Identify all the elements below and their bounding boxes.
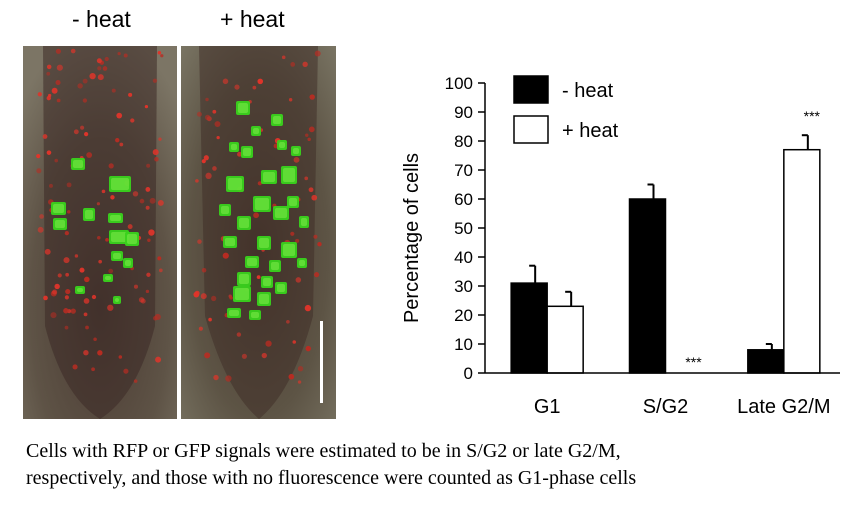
y-tick-label: 20 <box>454 306 473 325</box>
scale-bar <box>320 321 323 403</box>
legend-swatch-minus-heat <box>513 75 549 104</box>
micrograph-minus-heat <box>23 46 177 419</box>
y-tick-label: 30 <box>454 277 473 296</box>
panel-label-minus-heat: - heat <box>72 6 131 32</box>
y-tick-label: 80 <box>454 132 473 151</box>
x-tick-label: S/G2 <box>643 396 689 418</box>
figure-caption: Cells with RFP or GFP signals were estim… <box>26 438 846 492</box>
x-tick-label: Late G2/M <box>737 396 830 418</box>
caption-line-1: Cells with RFP or GFP signals were estim… <box>26 440 621 462</box>
gfp-signal-cells <box>219 101 309 320</box>
panel-divider <box>177 46 181 419</box>
y-axis-label: Percentage of cells <box>401 153 423 323</box>
micrograph-plus-heat <box>181 46 336 419</box>
bar <box>783 148 821 374</box>
significance-marker: *** <box>685 354 702 370</box>
y-tick-label: 70 <box>454 161 473 180</box>
bar <box>747 349 785 374</box>
caption-line-2: respectively, and those with no fluoresc… <box>26 467 637 489</box>
y-tick-label: 60 <box>454 190 473 209</box>
significance-marker: *** <box>804 108 821 124</box>
legend-swatch-plus-heat <box>513 115 549 144</box>
x-tick-label: G1 <box>534 396 561 418</box>
bar <box>628 198 667 374</box>
y-tick-label: 100 <box>445 74 473 93</box>
y-tick-label: 40 <box>454 248 473 267</box>
y-tick-label: 50 <box>454 219 473 238</box>
y-tick-label: 90 <box>454 103 473 122</box>
y-axis: 0 10 20 30 40 50 60 70 80 90 100 <box>445 74 486 383</box>
gfp-signal-cells <box>51 158 139 304</box>
bar <box>546 305 584 374</box>
legend-label-minus-heat: - heat <box>562 80 614 102</box>
x-axis: G1 S/G2 Late G2/M <box>485 372 840 418</box>
panel-label-plus-heat: + heat <box>220 6 285 32</box>
bar-chart: 0 10 20 30 40 50 60 70 80 90 100 G1 S/G2 Late G2/M *… <box>401 74 840 418</box>
bar <box>510 282 548 374</box>
y-tick-label: 0 <box>464 364 473 383</box>
legend-label-plus-heat: + heat <box>562 120 619 142</box>
y-tick-label: 10 <box>454 335 473 354</box>
legend: - heat + heat <box>513 75 619 144</box>
